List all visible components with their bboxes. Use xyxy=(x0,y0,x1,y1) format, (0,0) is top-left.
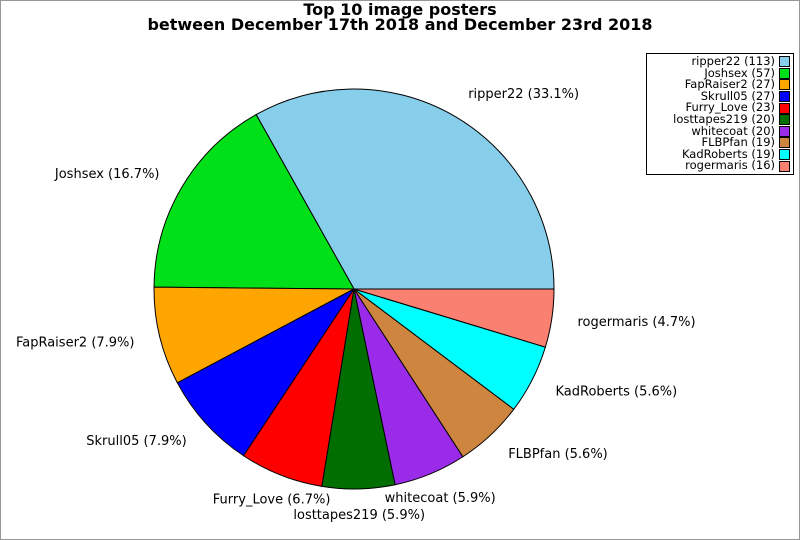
slice-label-whitecoat: whitecoat (5.9%) xyxy=(385,491,496,506)
slice-label-flbpfan: FLBPfan (5.6%) xyxy=(508,447,608,462)
legend-label: Skrull05 (27) xyxy=(700,88,775,103)
legend-label: Furry_Love (23) xyxy=(685,100,775,115)
legend-item-rogermaris: rogermaris (16) xyxy=(649,160,790,172)
legend: ripper22 (113) Joshsex (57) FapRaiser2 (27… xyxy=(646,53,794,175)
legend-item-joshsex: Joshsex (57) xyxy=(649,65,790,80)
slice-label-ripper22: ripper22 (33.1%) xyxy=(468,87,579,102)
legend-color-swatch xyxy=(779,56,790,68)
slice-label-joshsex: Joshsex (16.7%) xyxy=(54,167,160,182)
legend-item-skrull05: Skrull05 (27) xyxy=(649,88,790,103)
legend-item-losttapes219: losttapes219 (20) xyxy=(649,111,790,126)
pie-slice-rogermaris xyxy=(353,288,555,348)
pie-slice-ripper22 xyxy=(255,88,555,290)
slice-label-kadroberts: KadRoberts (5.6%) xyxy=(556,384,678,399)
legend-item-furry_love: Furry_Love (23) xyxy=(649,102,790,114)
legend-color-swatch xyxy=(779,67,790,79)
slice-label-skrull05: Skrull05 (7.9%) xyxy=(86,434,186,449)
legend-color-swatch xyxy=(779,114,790,126)
legend-label: FLBPfan (19) xyxy=(701,135,776,150)
slice-label-furry_love: Furry_Love (6.7%) xyxy=(213,492,331,507)
slice-label-rogermaris: rogermaris (4.7%) xyxy=(578,315,696,330)
legend-color-swatch xyxy=(779,160,790,172)
slice-label-fapraiser2: FapRaiser2 (7.9%) xyxy=(16,336,135,351)
legend-label: Joshsex (57) xyxy=(704,65,775,80)
legend-label: KadRoberts (19) xyxy=(681,146,775,161)
legend-color-swatch xyxy=(779,125,790,137)
chart-title-line2: between December 17th 2018 and December … xyxy=(147,15,653,34)
legend-label: ripper22 (113) xyxy=(691,54,775,68)
pie-slice-skrull05 xyxy=(176,288,355,457)
legend-item-fapraiser2: FapRaiser2 (27) xyxy=(649,79,790,91)
legend-item-whitecoat: whitecoat (20) xyxy=(649,123,790,138)
legend-item-flbpfan: FLBPfan (19) xyxy=(649,137,790,149)
legend-color-swatch xyxy=(779,91,790,103)
chart-title-line1: Top 10 image posters xyxy=(303,0,497,19)
legend-label: FapRaiser2 (27) xyxy=(684,77,775,92)
legend-color-swatch xyxy=(779,102,790,114)
slice-label-losttapes219: losttapes219 (5.9%) xyxy=(293,508,425,523)
legend-item-kadroberts: KadRoberts (19) xyxy=(649,146,790,161)
legend-color-swatch xyxy=(779,137,790,149)
legend-color-swatch xyxy=(779,79,790,91)
chart-title: Top 10 image posters between December 17… xyxy=(1,0,799,34)
legend-label: whitecoat (20) xyxy=(691,123,775,138)
legend-color-swatch xyxy=(779,149,790,161)
pie-slice-fapraiser2 xyxy=(153,286,355,384)
legend-label: rogermaris (16) xyxy=(685,158,775,173)
pie-slice-joshsex xyxy=(153,113,355,290)
legend-label: losttapes219 (20) xyxy=(673,111,775,126)
legend-item-ripper22: ripper22 (113) xyxy=(649,54,790,68)
